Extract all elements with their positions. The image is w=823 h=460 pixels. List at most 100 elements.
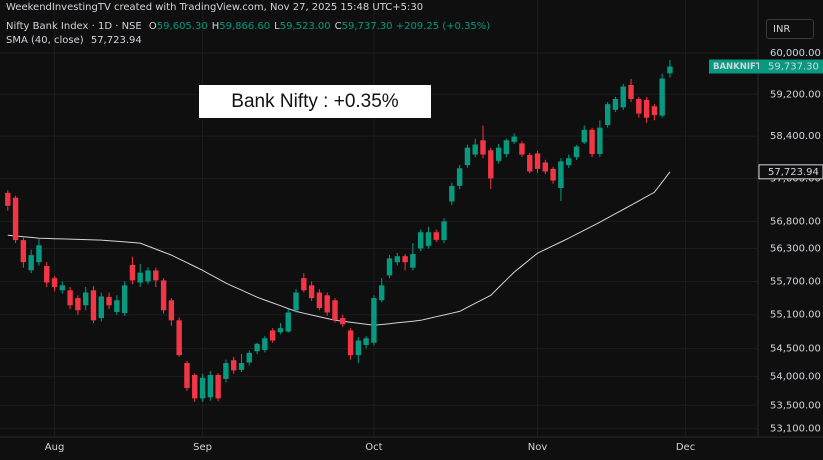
candle-body — [581, 129, 587, 143]
candle-body — [332, 300, 338, 321]
symbol-title: Nifty Bank Index · 1D · NSE — [6, 21, 142, 32]
ohlc-key: L — [274, 21, 280, 32]
sma-name: SMA (40, close) — [6, 35, 84, 46]
candle-body — [269, 330, 276, 341]
candle-body — [643, 99, 650, 118]
candle-body — [573, 146, 580, 158]
annotation: Bank Nifty : +0.35% — [199, 85, 431, 118]
candle-body — [550, 168, 556, 181]
candle-body — [215, 374, 221, 399]
candle-body — [20, 240, 27, 263]
y-tick-label: 56,300.00 — [770, 244, 821, 255]
candle-body — [441, 221, 447, 241]
candle-body — [410, 254, 416, 268]
candle-body — [59, 285, 66, 291]
candle-body — [114, 300, 120, 312]
candle-body — [565, 158, 572, 166]
x-tick-label: Dec — [676, 442, 695, 453]
ohlc-key: O — [148, 21, 157, 32]
candle-body — [355, 340, 362, 356]
ohlc-value: 59,866.60 — [219, 21, 271, 32]
candle-body — [129, 264, 136, 281]
candle-body — [293, 292, 299, 311]
legend-main: Nifty Bank Index · 1D · NSE O59,605.30 H5… — [6, 21, 490, 32]
candle-body — [184, 363, 190, 389]
candle-body — [262, 338, 268, 351]
candle-body — [82, 292, 89, 306]
ohlc-key: C — [334, 21, 342, 32]
candle-body — [636, 98, 642, 114]
candle-body — [44, 266, 50, 283]
candle-body — [145, 270, 151, 282]
candle-body — [667, 66, 673, 74]
candle-body — [449, 185, 455, 202]
candle-body — [519, 143, 525, 155]
candle-body — [558, 161, 564, 189]
candle-body — [90, 290, 97, 321]
candle-body — [231, 360, 237, 371]
ohlc: O59,605.30 H59,866.60 L59,523.00 C59,737.30 — [145, 21, 393, 32]
price-tag-bg — [759, 59, 823, 74]
candle-body — [121, 285, 128, 314]
candle-body — [480, 140, 486, 155]
candle-body — [363, 338, 369, 345]
y-tick-label: 54,000.00 — [770, 372, 821, 383]
x-tick-label: Nov — [528, 442, 548, 453]
candle-body — [28, 255, 34, 271]
candle-body — [433, 232, 439, 240]
y-tick-label: 53,100.00 — [770, 423, 821, 434]
candle-body — [246, 352, 252, 363]
credit: WeekendInvestingTV created with TradingV… — [6, 2, 424, 13]
y-tick-label: 54,500.00 — [770, 343, 821, 354]
candle-body — [542, 162, 549, 172]
candle-body — [402, 256, 408, 263]
ohlc-value: 59,523.00 — [279, 21, 331, 32]
sma-tag: 57,723.94 — [768, 167, 819, 178]
candle-body — [98, 296, 104, 319]
candle-body — [511, 136, 517, 142]
x-tick-label: Oct — [365, 442, 382, 453]
candle-body — [176, 320, 182, 356]
candle-body — [628, 84, 634, 99]
candle-body — [527, 155, 533, 172]
price-tag-name: BANKNIFTY — [713, 62, 769, 72]
candle-body — [651, 106, 658, 116]
candle-body — [153, 270, 159, 281]
sma-line — [7, 171, 671, 326]
ohlc-value: 59,605.30 — [156, 21, 208, 32]
candle-body — [254, 343, 260, 352]
change: +209.25 (+0.35%) — [395, 21, 491, 32]
candle-body — [67, 290, 73, 306]
candle-body — [456, 168, 463, 186]
sma-value: 57,723.94 — [90, 35, 142, 46]
y-tick-label: 58,400.00 — [770, 131, 821, 142]
candle-body — [379, 285, 385, 301]
candle-body — [394, 256, 401, 263]
x-tick-label: Sep — [193, 442, 212, 453]
candle-body — [417, 232, 424, 249]
candle-body — [5, 192, 11, 206]
candle-body — [324, 295, 330, 313]
candle-body — [199, 377, 206, 399]
x-tick-label: Aug — [45, 442, 65, 453]
candle-body — [495, 147, 502, 161]
candle-body — [192, 374, 198, 399]
candle-body — [340, 318, 346, 325]
candle-body — [301, 278, 307, 291]
candle-body — [75, 298, 81, 311]
candle-body — [223, 363, 229, 379]
candle-body — [207, 374, 214, 398]
candle-body — [285, 312, 291, 332]
currency-button[interactable]: INR — [766, 19, 814, 39]
candle-body — [464, 147, 471, 166]
candle-body — [597, 127, 603, 155]
candle-body — [386, 258, 393, 276]
y-tick-label: 56,800.00 — [770, 216, 821, 227]
candle-body — [277, 328, 284, 333]
candle-body — [612, 98, 619, 110]
candle-body — [106, 296, 112, 306]
y-tick-label: 55,100.00 — [770, 310, 821, 321]
y-tick-label: 53,500.00 — [770, 400, 821, 411]
